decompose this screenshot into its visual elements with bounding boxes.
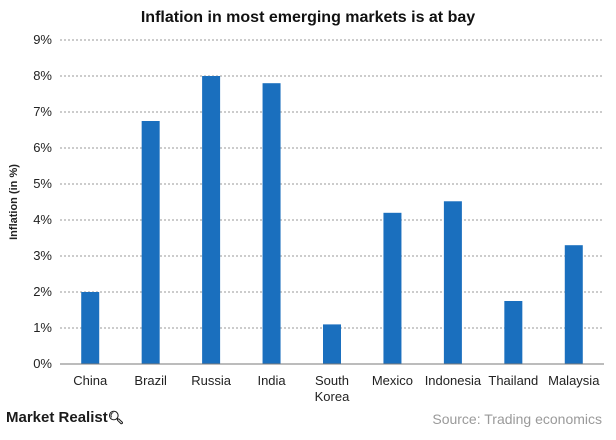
- y-axis-ticks: 0% 1% 2% 3% 4% 5% 6% 7% 8% 9%: [33, 32, 52, 371]
- chart-title: Inflation in most emerging markets is at…: [141, 9, 475, 26]
- x-category-label: Korea: [315, 389, 350, 404]
- bar: [141, 121, 160, 364]
- bar: [504, 301, 523, 364]
- x-category-label: Malaysia: [548, 373, 600, 388]
- y-tick-label: 3%: [33, 248, 52, 263]
- x-category-label: China: [73, 373, 108, 388]
- bar: [564, 245, 583, 364]
- y-tick-label: 4%: [33, 212, 52, 227]
- bar: [323, 324, 341, 364]
- bars: [81, 76, 583, 364]
- bar: [81, 292, 100, 364]
- bar: [443, 201, 462, 364]
- y-tick-label: 7%: [33, 104, 52, 119]
- magnifier-icon: 🔍︎: [107, 410, 125, 425]
- x-category-label: Mexico: [372, 373, 413, 388]
- y-tick-label: 9%: [33, 32, 52, 47]
- x-category-label: Russia: [191, 373, 232, 388]
- y-axis-label: Inflation (in %): [8, 164, 20, 240]
- y-tick-label: 5%: [33, 176, 52, 191]
- source-note: Source: Trading economics: [432, 411, 602, 427]
- brand-logo: Market Realist🔍︎: [6, 409, 124, 426]
- y-tick-label: 2%: [33, 284, 52, 299]
- y-tick-label: 8%: [33, 68, 52, 83]
- x-category-label: South: [315, 373, 349, 388]
- brand-name: Market Realist: [6, 409, 108, 426]
- bar: [262, 83, 281, 364]
- bar: [383, 212, 402, 364]
- x-category-label: Indonesia: [425, 373, 482, 388]
- gridlines: [60, 39, 604, 329]
- x-category-label: Brazil: [134, 373, 167, 388]
- y-tick-label: 6%: [33, 140, 52, 155]
- x-category-label: Thailand: [488, 373, 538, 388]
- y-tick-label: 1%: [33, 320, 52, 335]
- y-tick-label: 0%: [33, 356, 52, 371]
- x-category-label: India: [257, 373, 286, 388]
- bar: [202, 76, 221, 364]
